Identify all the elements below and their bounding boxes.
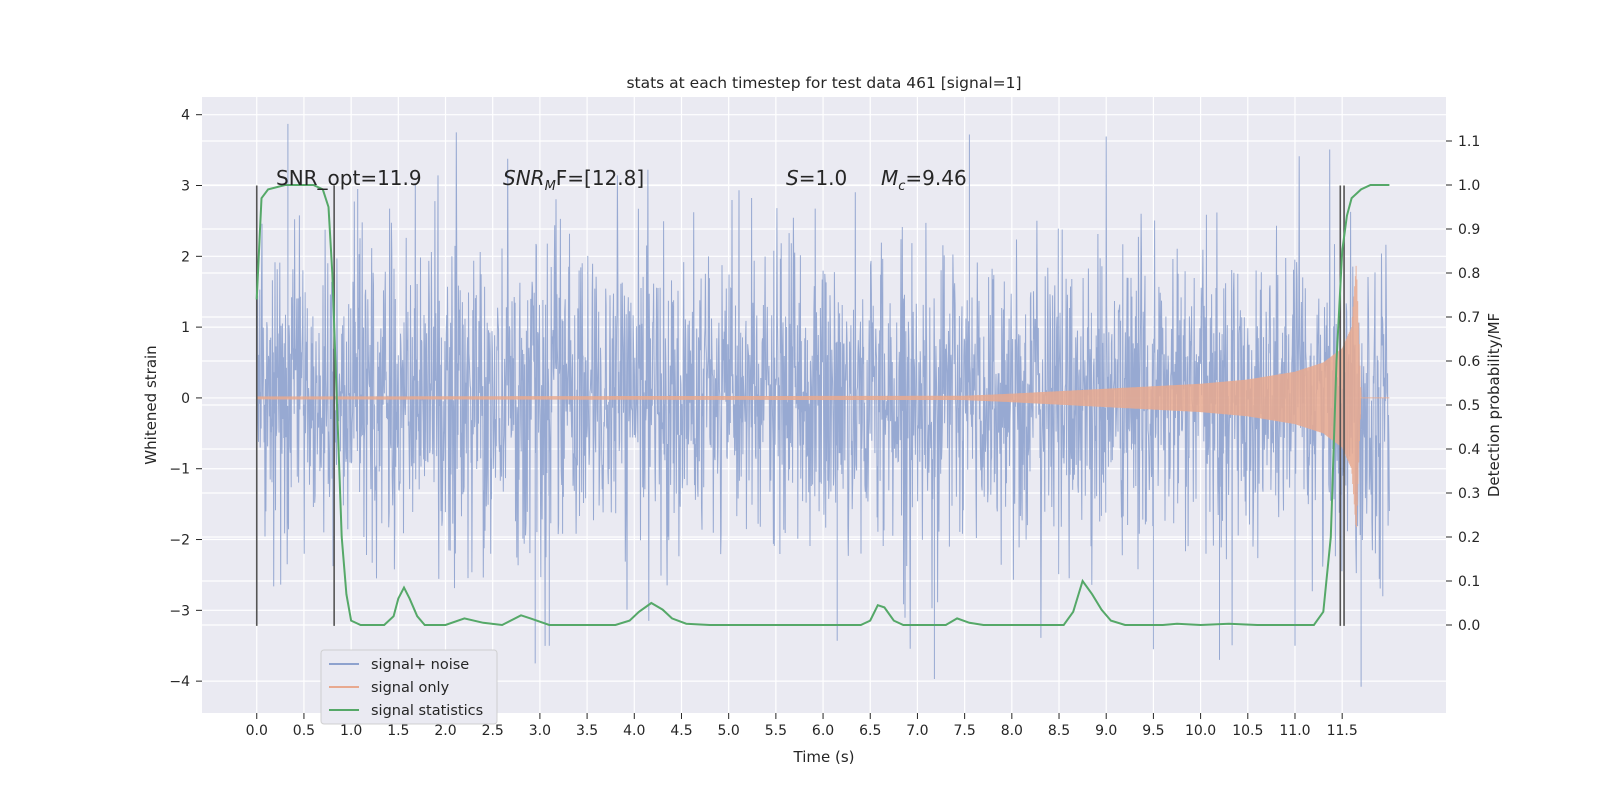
x-tick-label: 8.0	[1001, 723, 1023, 739]
x-tick-label: 1.0	[340, 723, 362, 739]
x-tick-label: 10.0	[1185, 723, 1216, 739]
y-tick-label-right: 0.1	[1458, 574, 1480, 590]
series-signal-only	[256, 265, 1390, 528]
y-tick-label-left: −3	[169, 603, 190, 619]
y-tick-label-right: 0.2	[1458, 530, 1480, 546]
y-tick-label-left: 3	[181, 179, 190, 195]
y-axis-label-left: Whitened strain	[142, 345, 160, 464]
signal-layer	[256, 265, 1390, 528]
y-tick-label-left: 4	[181, 108, 190, 124]
x-tick-label: 0.5	[293, 723, 315, 739]
y-tick-label-right: 0.5	[1458, 398, 1480, 414]
y-tick-label-left: −1	[169, 462, 190, 478]
x-tick-label: 3.5	[576, 723, 598, 739]
annotation-s: S=1.0	[786, 166, 847, 190]
x-tick-label: 5.5	[765, 723, 787, 739]
y-tick-label-right: 0.8	[1458, 266, 1480, 282]
y-tick-label-right: 0.6	[1458, 354, 1480, 370]
y-tick-label-left: −4	[169, 674, 190, 690]
y-tick-label-right: 0.3	[1458, 486, 1480, 502]
noise-layer	[256, 123, 1390, 687]
x-tick-label: 0.0	[246, 723, 268, 739]
y-tick-label-right: 0.9	[1458, 222, 1480, 238]
x-tick-label: 7.0	[906, 723, 928, 739]
legend: signal+ noise signal only signal statist…	[320, 649, 498, 725]
series-signal-statistics	[255, 184, 1390, 627]
y-tick-label-left: 2	[181, 249, 190, 265]
x-tick-label: 2.5	[482, 723, 504, 739]
x-tick-label: 9.0	[1095, 723, 1117, 739]
legend-label-signal: signal only	[371, 680, 450, 696]
y-tick-label-left: −2	[169, 533, 190, 549]
x-tick-label: 11.0	[1279, 723, 1310, 739]
legend-label-stats: signal statistics	[371, 703, 483, 719]
y-tick-label-right: 0.0	[1458, 618, 1480, 634]
legend-box	[320, 649, 498, 725]
x-axis-label: Time (s)	[793, 748, 855, 766]
x-tick-label: 3.0	[529, 723, 551, 739]
chart-title: stats at each timestep for test data 461…	[626, 74, 1021, 92]
x-tick-label: 6.0	[812, 723, 834, 739]
y-tick-label-right: 0.7	[1458, 310, 1480, 326]
annotation-snr-opt: SNR_opt=11.9	[276, 166, 422, 190]
y-tick-label-right: 1.1	[1458, 134, 1480, 150]
x-tick-label: 5.0	[718, 723, 740, 739]
annotations: SNR_opt=11.9 SNRMF=[12.8] S=1.0 Mc=9.46	[276, 166, 967, 194]
x-tick-label: 8.5	[1048, 723, 1070, 739]
tick-layer: 0.0 0.5 1.0 1.5 2.0 2.5 3.0 3.5 4.0 4.5 5.0 5.5 6.0 6…	[169, 108, 1480, 739]
y-tick-label-right: 1.0	[1458, 178, 1480, 194]
x-tick-label: 4.5	[670, 723, 692, 739]
x-tick-label: 9.5	[1142, 723, 1164, 739]
series-signal-noise	[256, 123, 1390, 687]
x-tick-label: 6.5	[859, 723, 881, 739]
annotation-snr-mf: SNRMF=[12.8]	[503, 166, 644, 194]
annotation-mc: Mc=9.46	[881, 166, 967, 194]
y-tick-label-left: 1	[181, 320, 190, 336]
y-tick-label-left: 0	[181, 391, 190, 407]
y-axis-label-right: Detection probability/MF	[1485, 313, 1503, 497]
vline-layer	[255, 185, 1345, 626]
x-tick-label: 7.5	[954, 723, 976, 739]
x-tick-label: 10.5	[1232, 723, 1263, 739]
x-tick-label: 11.5	[1327, 723, 1358, 739]
stats-layer	[255, 184, 1390, 627]
x-tick-label: 1.5	[387, 723, 409, 739]
x-tick-label: 4.0	[623, 723, 645, 739]
legend-label-noise: signal+ noise	[371, 657, 469, 673]
x-tick-label: 2.0	[434, 723, 456, 739]
y-tick-label-right: 0.4	[1458, 442, 1480, 458]
